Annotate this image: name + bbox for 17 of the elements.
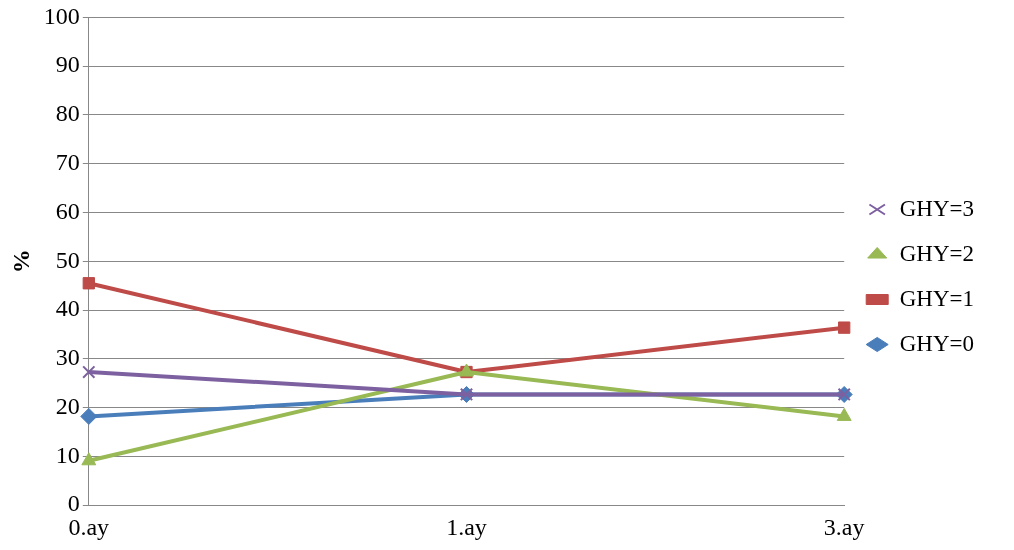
x-tick-label: 1.ay <box>446 513 487 540</box>
legend-label: GHY=1 <box>899 285 975 311</box>
y-tick-label: 20 <box>55 392 80 419</box>
y-tick-label: 80 <box>55 100 80 127</box>
legend-label: GHY=2 <box>899 240 975 266</box>
legend-label: GHY=3 <box>899 195 975 221</box>
y-tick-label: 40 <box>55 295 80 322</box>
y-tick-label: 50 <box>55 246 80 273</box>
legend-label: GHY=0 <box>899 330 975 356</box>
y-tick-label: 60 <box>55 197 80 224</box>
y-tick-label: 70 <box>55 149 80 176</box>
y-tick-label: 100 <box>43 2 80 29</box>
x-tick-label: 3.ay <box>823 513 865 540</box>
y-tick-label: 10 <box>55 441 80 468</box>
y-tick-label: 30 <box>55 344 80 371</box>
y-axis-title: % <box>7 249 34 274</box>
y-tick-label: 90 <box>55 51 80 78</box>
